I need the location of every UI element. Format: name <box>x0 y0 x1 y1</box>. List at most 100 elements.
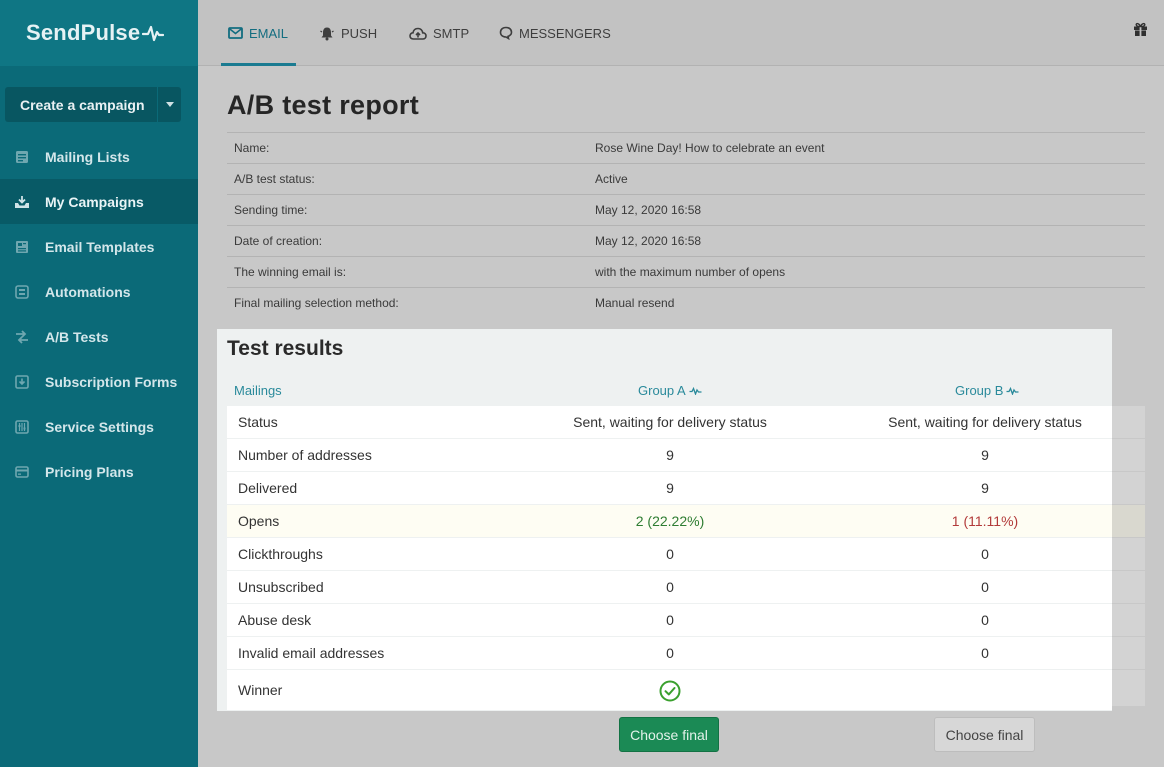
row-label: Opens <box>238 513 280 529</box>
group-b-value: 9 <box>981 447 989 463</box>
table-row: Invalid email addresses 0 0 <box>227 637 1112 669</box>
info-label: Name: <box>234 141 270 155</box>
inbox-icon <box>14 194 30 210</box>
group-a-value: 9 <box>666 447 674 463</box>
group-b-value: 0 <box>981 645 989 661</box>
pulse-icon <box>689 386 702 395</box>
tab-messengers[interactable]: MESSENGERS <box>499 0 611 66</box>
row-label: Clickthroughs <box>238 546 323 562</box>
column-header-mailings: Mailings <box>234 383 282 398</box>
row-label: Delivered <box>238 480 298 496</box>
group-b-value: Sent, waiting for delivery status <box>888 414 1082 430</box>
sidebar-item-pricing-plans[interactable]: Pricing Plans <box>0 449 198 494</box>
sidebar-item-label: Service Settings <box>45 418 154 435</box>
row-edge <box>1112 571 1145 603</box>
row-edge <box>1112 538 1145 570</box>
info-label: Final mailing selection method: <box>234 296 399 310</box>
template-icon <box>14 239 30 255</box>
pricing-icon <box>14 464 30 480</box>
column-header-group-b[interactable]: Group B <box>955 383 1019 398</box>
row-edge <box>1112 406 1145 438</box>
tab-smtp[interactable]: SMTP <box>409 0 469 66</box>
sidebar-item-automations[interactable]: Automations <box>0 269 198 314</box>
sidebar-item-label: A/B Tests <box>45 328 109 345</box>
settings-icon <box>14 419 30 435</box>
create-campaign-button[interactable]: Create a campaign <box>5 87 181 122</box>
main-content: A/B test report Name: Rose Wine Day! How… <box>198 67 1164 767</box>
sidebar-item-label: Pricing Plans <box>45 463 134 480</box>
section-title: Test results <box>227 337 344 360</box>
table-row: Abuse desk 0 0 <box>227 604 1112 636</box>
cloud-upload-icon <box>409 27 427 40</box>
info-row: Sending time: May 12, 2020 16:58 <box>227 194 1145 225</box>
ab-test-icon <box>14 329 30 345</box>
table-row: Clickthroughs 0 0 <box>227 538 1112 570</box>
choose-final-group-b-button[interactable]: Choose final <box>934 717 1035 752</box>
info-label: A/B test status: <box>234 172 315 186</box>
row-label: Invalid email addresses <box>238 645 385 661</box>
choose-final-group-a-button[interactable]: Choose final <box>619 717 719 752</box>
sidebar-item-ab-tests[interactable]: A/B Tests <box>0 314 198 359</box>
logo-text: SendPulse <box>26 20 141 45</box>
info-label: The winning email is: <box>234 265 347 279</box>
group-a-value: Sent, waiting for delivery status <box>573 414 767 430</box>
info-value: Active <box>595 172 628 186</box>
automation-icon <box>14 284 30 300</box>
table-row: Delivered 9 9 <box>227 472 1112 504</box>
chat-icon <box>499 26 513 40</box>
sidebar-item-label: Mailing Lists <box>45 148 130 165</box>
sidebar-item-email-templates[interactable]: Email Templates <box>0 224 198 269</box>
row-label: Unsubscribed <box>238 579 324 595</box>
sidebar-item-my-campaigns[interactable]: My Campaigns <box>0 179 198 224</box>
info-value: with the maximum number of opens <box>595 265 786 279</box>
pulse-icon <box>142 25 165 42</box>
caret-down-icon[interactable] <box>157 87 181 122</box>
sidebar-item-subscription-forms[interactable]: Subscription Forms <box>0 359 198 404</box>
create-campaign-label: Create a campaign <box>20 96 145 113</box>
row-edge <box>1112 604 1145 636</box>
page-title: A/B test report <box>227 90 420 120</box>
row-label: Status <box>238 414 278 430</box>
row-label: Abuse desk <box>238 612 312 628</box>
row-edge <box>1112 505 1145 537</box>
row-edge <box>1112 637 1145 669</box>
column-header-label: Group B <box>955 383 1004 398</box>
row-label: Winner <box>238 682 283 698</box>
tab-push[interactable]: PUSH <box>319 0 377 66</box>
group-a-value: 0 <box>666 579 674 595</box>
group-a-value: 2 (22.22%) <box>635 513 705 529</box>
table-row-opens: Opens 2 (22.22%) 1 (11.11%) <box>227 505 1112 537</box>
winner-check-icon <box>659 680 681 701</box>
table-row: Status Sent, waiting for delivery status… <box>227 406 1112 438</box>
row-label: Number of addresses <box>238 447 372 463</box>
info-row: Final mailing selection method: Manual r… <box>227 287 1145 318</box>
tab-email[interactable]: EMAIL <box>228 0 288 66</box>
logo[interactable]: SendPulse <box>0 0 198 66</box>
test-results-panel: Test results Mailings Group A Group B St… <box>217 329 1112 711</box>
sidebar-item-service-settings[interactable]: Service Settings <box>0 404 198 449</box>
group-a-value: 0 <box>666 546 674 562</box>
sidebar-nav: Mailing Lists My Campaigns Email Templat… <box>0 134 198 494</box>
gift-icon[interactable] <box>1133 21 1148 42</box>
sidebar: SendPulse Create a campaign Mailing List… <box>0 0 198 767</box>
sidebar-item-mailing-lists[interactable]: Mailing Lists <box>0 134 198 179</box>
bell-icon <box>319 26 335 41</box>
group-a-value: 9 <box>666 480 674 496</box>
column-header-group-a[interactable]: Group A <box>638 383 702 398</box>
row-edge <box>1112 670 1145 706</box>
table-row-winner: Winner <box>227 670 1112 710</box>
info-value: May 12, 2020 16:58 <box>595 203 702 217</box>
results-table: Status Sent, waiting for delivery status… <box>227 406 1112 711</box>
report-info-table: Name: Rose Wine Day! How to celebrate an… <box>227 132 1145 318</box>
table-row: Unsubscribed 0 0 <box>227 571 1112 603</box>
sidebar-item-label: Automations <box>45 283 131 300</box>
info-label: Sending time: <box>234 203 308 217</box>
tab-label: EMAIL <box>249 25 289 41</box>
table-row: Number of addresses 9 9 <box>227 439 1112 471</box>
row-edge <box>1112 439 1145 471</box>
group-b-value: 0 <box>981 612 989 628</box>
group-b-value: 0 <box>981 546 989 562</box>
list-icon <box>14 149 30 165</box>
info-value: Rose Wine Day! How to celebrate an event <box>595 141 825 155</box>
group-b-value: 9 <box>981 480 989 496</box>
